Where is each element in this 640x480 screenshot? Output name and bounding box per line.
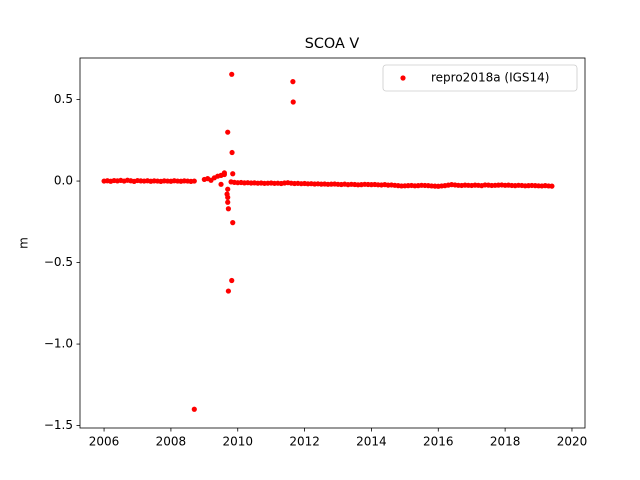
x-tick-label: 2014 [356, 435, 387, 449]
data-point [549, 183, 555, 189]
data-point [225, 206, 231, 212]
x-tick-label: 2018 [490, 435, 521, 449]
y-axis-label: m [17, 237, 31, 249]
data-point [225, 186, 231, 192]
data-point [191, 178, 197, 184]
data-point [229, 71, 235, 77]
axes-frame [79, 57, 586, 429]
chart-title: SCOA V [305, 36, 360, 52]
y-tick-label: −1.0 [44, 337, 73, 351]
data-point [230, 171, 236, 177]
data-point [229, 277, 235, 284]
data-point [229, 149, 235, 156]
y-tick-label: −1.5 [44, 418, 73, 432]
data-point [225, 288, 231, 294]
x-tick-label: 2008 [156, 435, 187, 449]
x-tick-label: 2006 [89, 435, 120, 449]
y-tick-label: −0.5 [44, 255, 73, 269]
y-tick-label: 0.5 [54, 92, 73, 106]
data-point [290, 79, 296, 85]
x-tick-label: 2010 [222, 435, 253, 449]
data-point [225, 129, 231, 135]
legend-marker [400, 75, 406, 81]
data-point [225, 199, 231, 205]
data-point [218, 181, 224, 187]
x-tick-label: 2016 [423, 435, 454, 449]
legend-label: repro2018a (IGS14) [431, 71, 549, 85]
x-tick-label: 2012 [289, 435, 320, 449]
data-point [224, 191, 230, 197]
data-point [191, 406, 197, 412]
data-point [221, 170, 227, 176]
data-point [230, 220, 236, 226]
plot-area [101, 71, 555, 412]
y-tick-label: 0.0 [54, 174, 73, 188]
legend-box [382, 64, 578, 92]
data-point [290, 99, 296, 105]
x-tick-label: 2020 [557, 435, 588, 449]
